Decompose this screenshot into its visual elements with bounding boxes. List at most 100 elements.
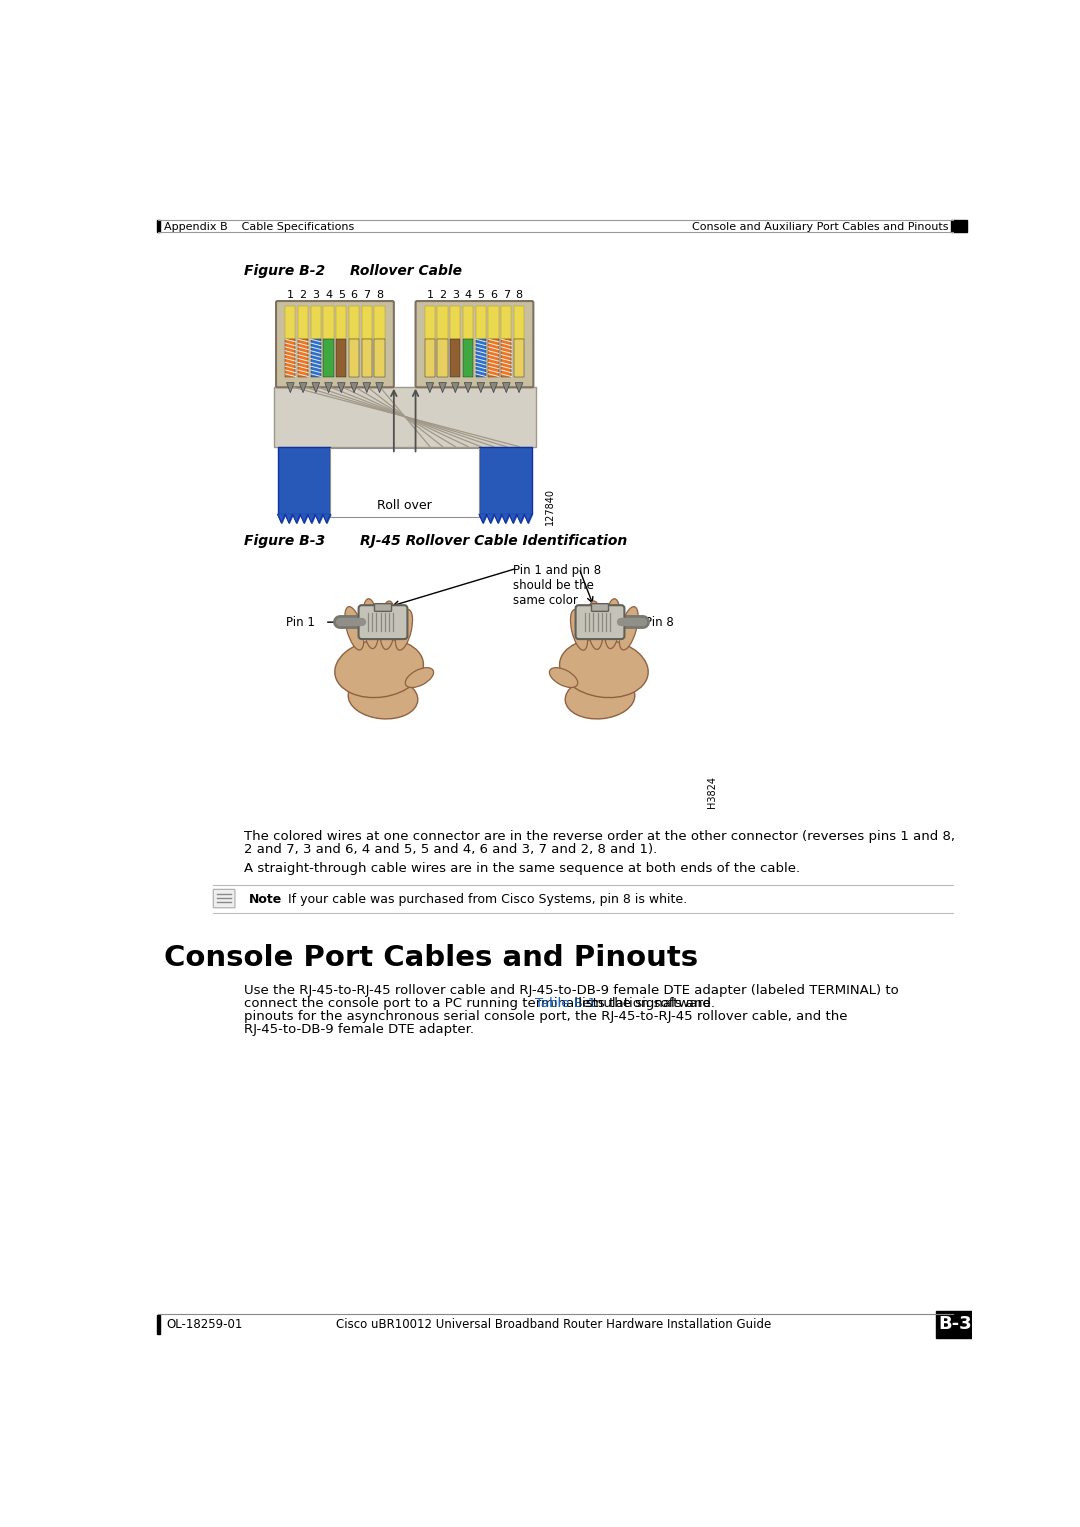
Bar xyxy=(362,307,372,339)
Bar xyxy=(488,339,499,377)
Bar xyxy=(501,307,512,339)
Text: 2: 2 xyxy=(299,290,307,301)
Text: Pin 8: Pin 8 xyxy=(645,615,674,629)
Bar xyxy=(324,307,334,339)
Text: 6: 6 xyxy=(490,290,497,301)
Text: 5: 5 xyxy=(338,290,345,301)
Text: B-3: B-3 xyxy=(939,1315,972,1333)
Bar xyxy=(311,307,321,339)
Polygon shape xyxy=(325,383,333,392)
Text: RJ-45-to-DB-9 female DTE adapter.: RJ-45-to-DB-9 female DTE adapter. xyxy=(243,1023,473,1037)
Text: 3: 3 xyxy=(312,290,320,301)
Text: Note: Note xyxy=(248,893,282,906)
Bar xyxy=(951,220,967,232)
Text: 2 and 7, 3 and 6, 4 and 5, 5 and 4, 6 and 3, 7 and 2, 8 and 1).: 2 and 7, 3 and 6, 4 and 5, 5 and 4, 6 an… xyxy=(243,843,657,857)
Text: 8: 8 xyxy=(376,290,383,301)
Bar xyxy=(480,446,531,515)
Bar xyxy=(330,447,480,518)
Text: The colored wires at one connector are in the reverse order at the other connect: The colored wires at one connector are i… xyxy=(243,831,955,843)
Bar xyxy=(311,339,321,377)
Text: Pin 1: Pin 1 xyxy=(286,615,315,629)
Bar xyxy=(488,307,499,339)
FancyBboxPatch shape xyxy=(359,605,407,640)
Text: A straight-through cable wires are in the same sequence at both ends of the cabl: A straight-through cable wires are in th… xyxy=(243,863,799,875)
Text: lists the signals and: lists the signals and xyxy=(573,997,711,1011)
Polygon shape xyxy=(312,383,320,392)
Ellipse shape xyxy=(565,676,635,719)
Bar xyxy=(278,446,330,515)
Polygon shape xyxy=(451,383,459,392)
Bar xyxy=(375,307,384,339)
Ellipse shape xyxy=(550,667,578,687)
Bar xyxy=(935,1310,974,1338)
Text: OL-18259-01: OL-18259-01 xyxy=(166,1318,242,1332)
Bar xyxy=(285,339,296,377)
Text: Cisco uBR10012 Universal Broadband Router Hardware Installation Guide: Cisco uBR10012 Universal Broadband Route… xyxy=(336,1318,771,1332)
Ellipse shape xyxy=(619,606,638,651)
Text: Console Port Cables and Pinouts: Console Port Cables and Pinouts xyxy=(164,944,699,973)
Ellipse shape xyxy=(380,602,395,649)
Text: 8: 8 xyxy=(515,290,523,301)
Text: Figure B-3: Figure B-3 xyxy=(243,533,325,548)
Ellipse shape xyxy=(345,606,364,651)
FancyBboxPatch shape xyxy=(576,605,624,640)
Polygon shape xyxy=(286,383,294,392)
Text: 4: 4 xyxy=(464,290,472,301)
Text: 6: 6 xyxy=(351,290,357,301)
Bar xyxy=(450,307,460,339)
Text: 4: 4 xyxy=(325,290,333,301)
Ellipse shape xyxy=(588,602,604,649)
Bar xyxy=(424,307,435,339)
Bar xyxy=(336,339,347,377)
FancyBboxPatch shape xyxy=(213,889,235,909)
Bar xyxy=(157,1315,160,1333)
Text: Console and Auxiliary Port Cables and Pinouts: Console and Auxiliary Port Cables and Pi… xyxy=(692,221,948,232)
Text: 1: 1 xyxy=(287,290,294,301)
Text: Rollover Cable: Rollover Cable xyxy=(350,264,462,278)
Polygon shape xyxy=(376,383,383,392)
Bar xyxy=(514,339,524,377)
Text: 127840: 127840 xyxy=(544,489,555,525)
Bar xyxy=(349,339,360,377)
Text: 1: 1 xyxy=(427,290,433,301)
Ellipse shape xyxy=(348,676,418,719)
Text: 7: 7 xyxy=(503,290,510,301)
Bar xyxy=(273,386,536,446)
Bar xyxy=(475,307,486,339)
Bar xyxy=(285,307,296,339)
Polygon shape xyxy=(426,383,434,392)
Text: Roll over: Roll over xyxy=(377,499,432,512)
Ellipse shape xyxy=(559,640,648,698)
Ellipse shape xyxy=(570,609,588,651)
Text: Use the RJ-45-to-RJ-45 rollover cable and RJ-45-to-DB-9 female DTE adapter (labe: Use the RJ-45-to-RJ-45 rollover cable an… xyxy=(243,983,899,997)
Ellipse shape xyxy=(335,640,423,698)
Text: RJ-45 Rollover Cable Identification: RJ-45 Rollover Cable Identification xyxy=(360,533,627,548)
Text: connect the console port to a PC running terminal emulation software.: connect the console port to a PC running… xyxy=(243,997,719,1011)
Polygon shape xyxy=(515,383,523,392)
Text: If your cable was purchased from Cisco Systems, pin 8 is white.: If your cable was purchased from Cisco S… xyxy=(288,893,688,906)
Polygon shape xyxy=(363,383,370,392)
Text: 7: 7 xyxy=(363,290,370,301)
Bar xyxy=(437,307,448,339)
Bar xyxy=(298,339,308,377)
Polygon shape xyxy=(489,383,498,392)
Bar xyxy=(336,307,347,339)
FancyBboxPatch shape xyxy=(416,301,534,388)
Bar xyxy=(437,339,448,377)
Text: Appendix B    Cable Specifications: Appendix B Cable Specifications xyxy=(164,221,354,232)
Text: Pin 1 and pin 8
should be the
same color: Pin 1 and pin 8 should be the same color xyxy=(513,565,602,608)
Bar xyxy=(514,307,524,339)
Text: Figure B-2: Figure B-2 xyxy=(243,264,325,278)
Bar xyxy=(157,220,160,232)
Polygon shape xyxy=(337,383,346,392)
Polygon shape xyxy=(477,383,485,392)
Bar xyxy=(375,339,384,377)
Bar xyxy=(463,339,473,377)
Bar xyxy=(349,307,360,339)
Bar xyxy=(324,339,334,377)
Text: Table B-1: Table B-1 xyxy=(536,997,596,1011)
FancyBboxPatch shape xyxy=(592,603,608,611)
Bar xyxy=(463,307,473,339)
Polygon shape xyxy=(299,383,307,392)
Bar xyxy=(501,339,512,377)
